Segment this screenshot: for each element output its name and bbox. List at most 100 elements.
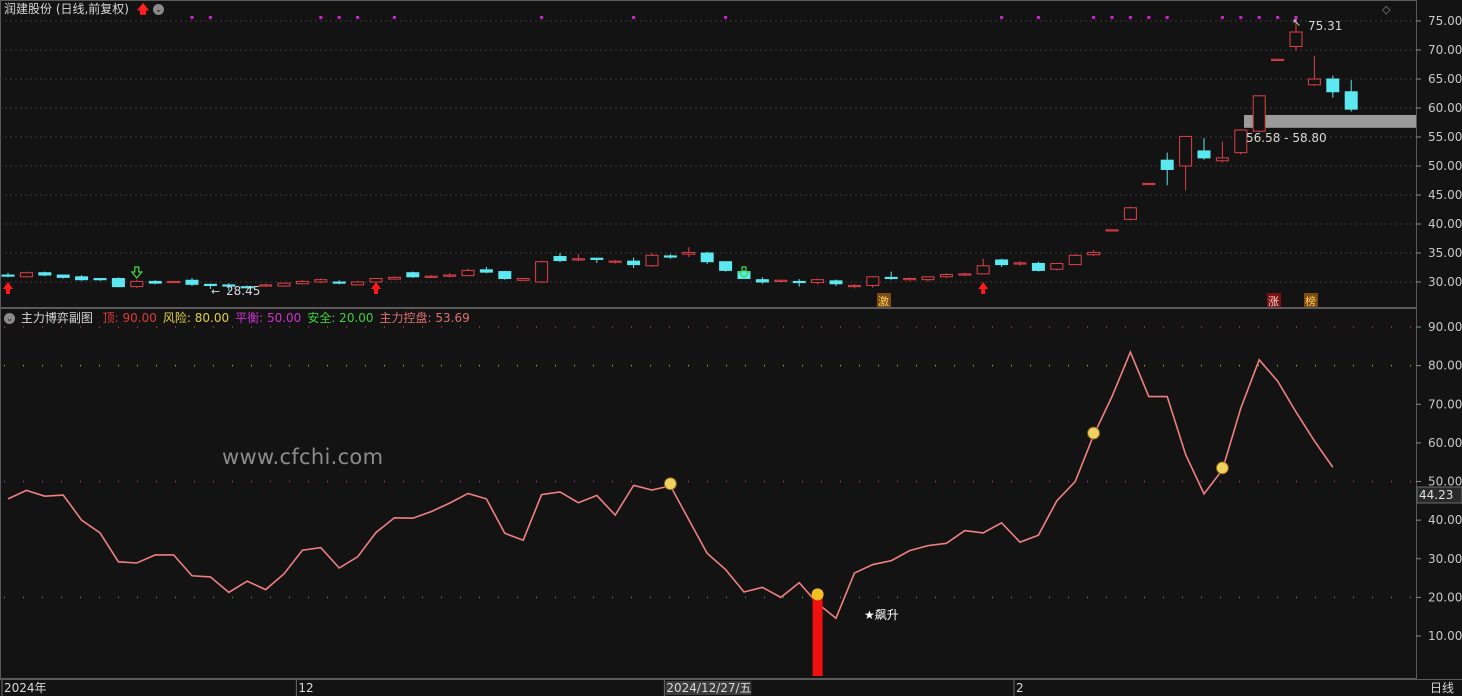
candle-body[interactable] [958,273,972,276]
tag-zhang-bg [1267,293,1281,307]
main-chart-header: 润建股份 (日线,前复权) 🡅 ⌄ [4,0,164,21]
candle-body[interactable] [75,276,89,281]
candle-body[interactable] [1,274,15,277]
tag-bang[interactable]: 榜 [1305,294,1316,308]
money-bag-icon [663,477,677,491]
candle-body[interactable] [351,281,365,286]
indicator-tick-label: 90.00 [1428,320,1462,334]
candle-body[interactable] [314,279,328,283]
candle-body[interactable] [1326,78,1340,93]
signal-dot [356,16,360,19]
candle-body[interactable] [1215,157,1229,162]
candle-body[interactable] [1123,207,1137,220]
signal-dot [208,16,212,19]
candle-body[interactable] [185,279,199,285]
candle-body[interactable] [1105,229,1119,232]
up-arrow-icon[interactable]: 🡅 [136,2,150,16]
tag-ji[interactable]: 激 [878,294,889,308]
candle-body[interactable] [1160,159,1174,170]
candle-body[interactable] [995,259,1009,266]
candle-body[interactable] [1179,135,1193,167]
candle-body[interactable] [498,271,512,280]
candle-body[interactable] [682,251,696,255]
candle-body[interactable] [1142,182,1156,186]
candle-body[interactable] [1307,78,1321,86]
candle-body[interactable] [332,281,346,284]
candle-body[interactable] [19,272,33,278]
candle-body[interactable] [240,286,254,289]
candle-body[interactable] [1234,129,1248,154]
candle-body[interactable] [295,280,309,285]
dropdown-icon[interactable]: ⌄ [4,313,15,324]
signal-dot [1257,16,1261,19]
signal-dot [1128,16,1132,19]
candle-body[interactable] [1013,262,1027,265]
indicator-name[interactable]: 主力博弈副图 [20,311,93,325]
candle-body[interactable] [719,261,733,271]
candle-body[interactable] [443,274,457,277]
candle-body[interactable] [1344,91,1358,110]
candle-body[interactable] [277,282,291,287]
candle-body[interactable] [387,276,401,280]
candle-body[interactable] [811,279,825,284]
candle-body[interactable] [167,280,181,284]
candle-body[interactable] [56,274,70,278]
candle-body[interactable] [38,272,52,276]
candle-body[interactable] [148,280,162,284]
candle-body[interactable] [663,255,677,258]
candle-body[interactable] [774,279,788,282]
settings-dropdown-icon[interactable]: ⌄ [153,4,164,15]
candle-body[interactable] [571,258,585,261]
candle-body[interactable] [1068,254,1082,266]
candle-body[interactable] [535,261,549,283]
candle-body[interactable] [259,284,273,287]
candle-body[interactable] [1271,58,1285,61]
candle-body[interactable] [792,280,806,284]
candle-body[interactable] [1050,262,1064,270]
candle-body[interactable] [479,269,493,273]
price-tick-label: 35.00 [1428,246,1462,260]
candle-body[interactable] [93,278,107,281]
candle-body[interactable] [1031,262,1045,271]
candle-body[interactable] [866,276,880,286]
candle-body[interactable] [406,272,420,278]
signal-dot [190,16,194,19]
candle-body[interactable] [369,278,383,283]
candle-body[interactable] [847,284,861,288]
candle-body[interactable] [222,284,236,287]
candle-body[interactable] [884,276,898,280]
candle-body[interactable] [755,279,769,283]
candle-body[interactable] [1252,95,1266,132]
candle-body[interactable] [608,260,622,263]
candle-body[interactable] [1197,150,1211,159]
candle-body[interactable] [976,265,990,275]
period-label[interactable]: 日线 [1430,681,1454,695]
candle-body[interactable] [111,278,125,288]
candle-body[interactable] [590,257,604,260]
candle-body[interactable] [203,283,217,287]
candle-body[interactable] [516,278,530,281]
tag-zhang[interactable]: 涨 [1268,295,1279,308]
candle-body[interactable] [829,280,843,285]
candle-body[interactable] [1087,251,1101,256]
chart-title[interactable]: 润建股份 (日线,前复权) [4,2,129,16]
indicator-value-4: 主力控盘: 53.69 [379,311,470,325]
candle-body[interactable] [424,275,438,278]
candle-body[interactable] [645,254,659,267]
candle-body[interactable] [461,269,475,277]
candle-body[interactable] [627,260,641,266]
candle-body[interactable] [921,276,935,281]
signal-dot [337,16,341,19]
price-tick-label: 40.00 [1428,217,1462,231]
signal-dot [1239,16,1243,19]
candle-body[interactable] [939,273,953,278]
candle-body[interactable] [903,278,917,281]
candle-body[interactable] [130,280,144,288]
diamond-icon[interactable]: ◇ [1382,3,1391,16]
time-label: 2 [1016,681,1024,695]
candle-body[interactable] [1289,31,1303,48]
time-label: 2024年 [4,681,47,695]
candle-body[interactable] [553,255,567,262]
candle-body[interactable] [700,252,714,263]
